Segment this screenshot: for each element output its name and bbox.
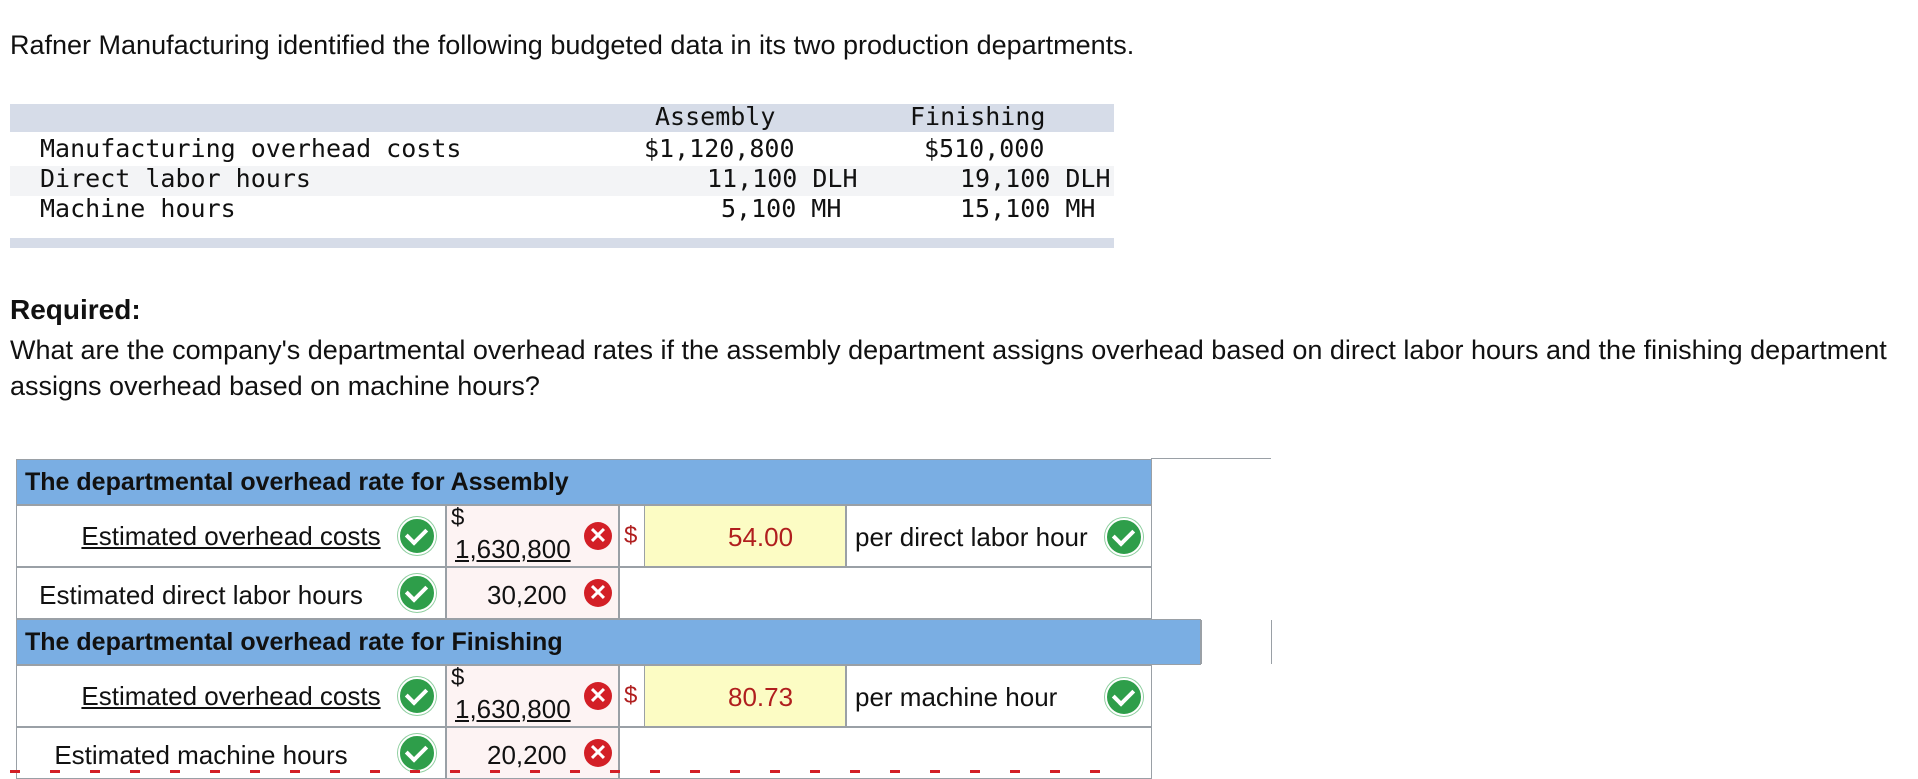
- assembly-result-dollar: $: [624, 522, 638, 549]
- assembly-dlh: 11,100 DLH: [707, 164, 858, 193]
- assembly-empty-cell: [619, 567, 1152, 619]
- budget-alt-band: [10, 166, 1114, 196]
- check-circle-icon: [1105, 518, 1143, 556]
- finishing-denominator-label-cell: Estimated machine hours: [16, 727, 446, 779]
- finishing-denominator-label[interactable]: Estimated machine hours: [54, 740, 348, 770]
- finishing-unit-label: per machine hour: [855, 682, 1058, 712]
- assembly-denominator-label-cell: Estimated direct labor hours: [16, 567, 446, 619]
- check-circle-icon: [1105, 678, 1143, 716]
- budget-footer-band: [10, 238, 1114, 248]
- x-circle-icon: ✕: [584, 739, 612, 767]
- cut-off-footnote: [10, 770, 1100, 773]
- assembly-denominator-cell[interactable]: 30,200 ✕: [446, 567, 619, 619]
- required-heading: Required:: [10, 294, 141, 325]
- check-circle-icon: [398, 734, 436, 772]
- header-assembly: Assembly: [655, 102, 776, 131]
- assembly-overhead: $1,120,800: [644, 134, 795, 163]
- assembly-rate-value: 54.00: [728, 522, 794, 552]
- finishing-result-dollar: $: [624, 682, 638, 709]
- finishing-rate-input[interactable]: 80.73: [644, 665, 846, 727]
- assembly-numerator-label[interactable]: Estimated overhead costs: [81, 521, 381, 551]
- sheet-top-edge: [1151, 458, 1271, 459]
- assembly-numerator-dollar: $: [451, 504, 465, 531]
- finishing-numerator-value[interactable]: 1,630,800: [455, 694, 571, 724]
- finishing-numerator-cell[interactable]: $ 1,630,800 ✕: [446, 664, 619, 727]
- row-label-dlh: Direct labor hours: [40, 164, 311, 193]
- budget-table: Assembly Finishing Manufacturing overhea…: [10, 102, 1114, 248]
- finishing-dlh: 19,100 DLH: [960, 164, 1111, 193]
- x-circle-icon: ✕: [584, 682, 612, 710]
- assembly-numerator-cell[interactable]: $ 1,630,800 ✕: [446, 504, 619, 567]
- check-circle-icon: [398, 677, 436, 715]
- required-question: What are the company's departmental over…: [10, 335, 1887, 401]
- sheet-divider: [1201, 620, 1202, 664]
- x-circle-icon: ✕: [584, 579, 612, 607]
- assembly-unit-cell[interactable]: per direct labor hour: [846, 505, 1152, 567]
- finishing-denominator-value: 20,200: [487, 740, 567, 770]
- sheet-right-edge: [1271, 620, 1272, 664]
- assembly-denominator-value: 30,200: [487, 580, 567, 610]
- finishing-section-header: The departmental overhead rate for Finis…: [16, 619, 1201, 665]
- header-finishing: Finishing: [910, 102, 1046, 131]
- row-label-mh: Machine hours: [40, 194, 236, 223]
- assembly-section-header: The departmental overhead rate for Assem…: [16, 459, 1152, 505]
- check-circle-icon: [398, 517, 436, 555]
- finishing-numerator-dollar: $: [451, 664, 465, 691]
- problem-intro: Rafner Manufacturing identified the foll…: [10, 30, 1135, 60]
- finishing-numerator-label-cell: Estimated overhead costs: [16, 665, 446, 727]
- finishing-rate-value: 80.73: [728, 682, 794, 712]
- check-circle-icon: [398, 574, 436, 612]
- assembly-unit-label: per direct labor hour: [855, 522, 1088, 552]
- assembly-rate-input[interactable]: 54.00: [644, 505, 846, 567]
- finishing-overhead: $510,000: [924, 134, 1045, 163]
- budget-header-band: [10, 104, 1114, 132]
- finishing-unit-cell[interactable]: per machine hour: [846, 665, 1152, 727]
- finishing-numerator-label[interactable]: Estimated overhead costs: [81, 681, 381, 711]
- x-circle-icon: ✕: [584, 522, 612, 550]
- row-label-overhead: Manufacturing overhead costs: [40, 134, 462, 163]
- assembly-numerator-label-cell: Estimated overhead costs: [16, 505, 446, 567]
- finishing-mh: 15,100 MH: [960, 194, 1096, 223]
- assembly-denominator-label[interactable]: Estimated direct labor hours: [39, 580, 363, 610]
- assembly-mh: 5,100 MH: [721, 194, 842, 223]
- assembly-numerator-value[interactable]: 1,630,800: [455, 534, 571, 564]
